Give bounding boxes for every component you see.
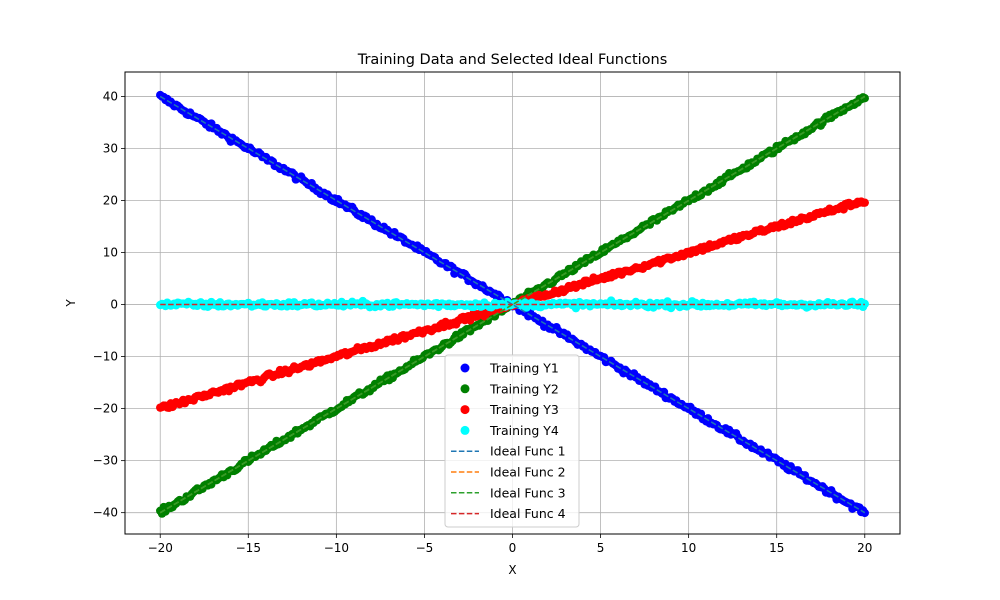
x-tick-label: 15 — [769, 541, 784, 555]
legend-marker — [460, 384, 470, 394]
x-tick-label: 20 — [857, 541, 872, 555]
y-tick-label: −20 — [93, 402, 118, 416]
x-tick-label: −5 — [416, 541, 434, 555]
y-tick-label: −40 — [93, 506, 118, 520]
x-tick-label: −10 — [324, 541, 349, 555]
plot-data — [156, 90, 869, 518]
legend-label: Training Y3 — [489, 402, 559, 417]
x-tick-label: −20 — [148, 541, 173, 555]
ideal-func-line-3 — [159, 95, 866, 514]
x-tick-label: 0 — [509, 541, 517, 555]
y-tick-label: −30 — [93, 454, 118, 468]
y-tick-label: 20 — [103, 194, 118, 208]
legend-label: Ideal Func 1 — [490, 444, 566, 459]
y-tick-label: 0 — [110, 298, 118, 312]
x-tick-label: −15 — [236, 541, 261, 555]
y-tick-label: 40 — [103, 89, 118, 103]
legend-marker — [460, 425, 470, 435]
legend-label: Training Y4 — [489, 423, 559, 438]
scatter-point — [860, 508, 869, 518]
scatter-series-3 — [156, 197, 869, 413]
y-tick-label: 30 — [103, 141, 118, 155]
scatter-point — [860, 94, 869, 103]
y-tick-label: −10 — [93, 350, 118, 364]
axis-ticks: −20 −15 −10 −5 0 5 10 15 20 −40 −30 −20 −10 0 10 20 30 40 — [93, 89, 873, 555]
scatter-point — [860, 198, 869, 207]
legend-label: Training Y2 — [489, 381, 559, 396]
x-axis-label: X — [508, 563, 516, 577]
y-axis-label: Y — [64, 299, 78, 308]
legend-box — [444, 354, 580, 528]
ideal-func-line-1 — [159, 95, 866, 514]
legend-marker — [460, 405, 470, 415]
scatter-series-1 — [156, 90, 869, 518]
legend-marker — [460, 363, 470, 373]
legend-label: Ideal Func 4 — [490, 506, 566, 521]
legend: Training Y1 Training Y2 Training Y3 Trainin… — [444, 354, 580, 528]
legend-label: Ideal Func 2 — [490, 465, 566, 480]
chart-title: Training Data and Selected Ideal Functio… — [357, 52, 668, 68]
x-tick-label: 10 — [681, 541, 696, 555]
legend-label: Training Y1 — [489, 361, 559, 376]
y-tick-label: 10 — [103, 246, 118, 260]
scatter-series-2 — [156, 93, 869, 518]
legend-label: Ideal Func 3 — [490, 485, 566, 500]
x-tick-label: 5 — [597, 541, 605, 555]
